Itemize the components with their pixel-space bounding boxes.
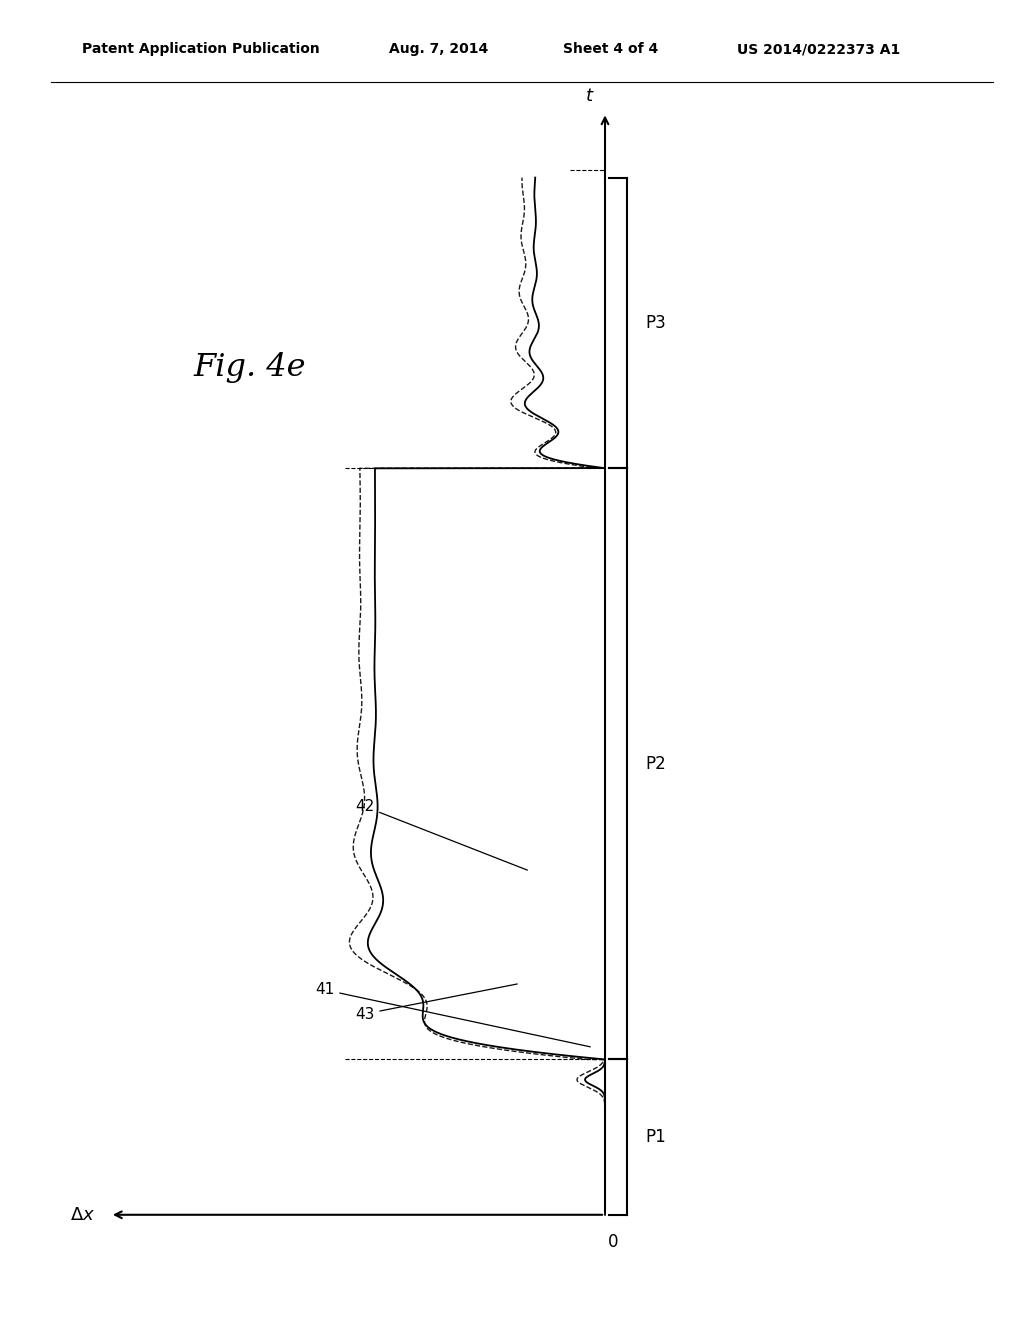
Text: 41: 41 (315, 982, 590, 1047)
Text: Sheet 4 of 4: Sheet 4 of 4 (563, 42, 658, 57)
Text: P2: P2 (645, 755, 666, 772)
Text: Patent Application Publication: Patent Application Publication (82, 42, 319, 57)
Text: 43: 43 (355, 983, 517, 1022)
Text: 0: 0 (608, 1233, 618, 1251)
Text: P3: P3 (645, 314, 666, 331)
Text: $\Delta x$: $\Delta x$ (70, 1205, 95, 1224)
Text: US 2014/0222373 A1: US 2014/0222373 A1 (737, 42, 900, 57)
Text: P1: P1 (645, 1129, 666, 1146)
Text: t: t (586, 87, 593, 106)
Text: Fig. 4e: Fig. 4e (194, 352, 306, 384)
Text: 42: 42 (355, 799, 527, 870)
Text: Aug. 7, 2014: Aug. 7, 2014 (389, 42, 488, 57)
